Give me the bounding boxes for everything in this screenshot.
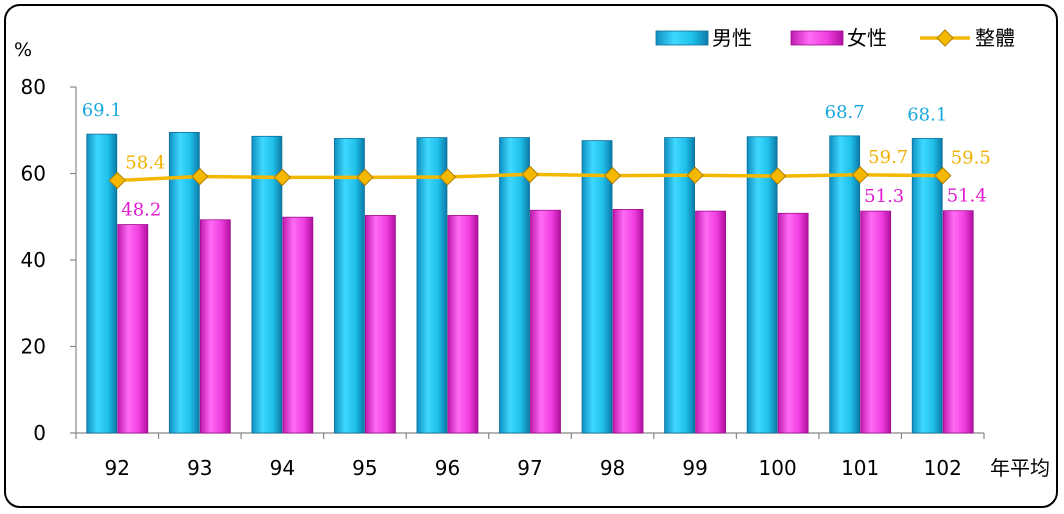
total-marker-95 (356, 168, 374, 187)
y-axis-unit: % (14, 39, 32, 61)
male-bar-100 (746, 136, 778, 434)
x-tick-label: 94 (270, 456, 295, 480)
data-label-整體-92: 58.4 (125, 152, 165, 173)
female-bar-94 (282, 216, 314, 434)
male-bar-94 (251, 135, 283, 434)
x-tick-label: 97 (517, 456, 542, 480)
legend-marker-整體 (936, 29, 954, 47)
male-bar-102 (911, 138, 943, 434)
male-bar-95 (334, 138, 365, 434)
male-bar-92 (86, 133, 118, 434)
x-axis-title: 年平均 (990, 456, 1050, 480)
x-tick-label: 98 (600, 456, 625, 480)
legend-label-整體: 整體 (975, 26, 1015, 50)
axes: 0 20 40 60 80% 92 93 94 95 96 97 98 99 100 101 102 年平均 (14, 39, 1050, 480)
legend: 男性 女性 整體 (655, 26, 1015, 50)
data-label-女性-101: 51.3 (864, 186, 904, 207)
bars (86, 132, 974, 434)
y-tick-label: 60 (21, 162, 46, 186)
female-bar-93 (199, 219, 231, 434)
female-bar-99 (695, 210, 726, 434)
y-tick-label: 20 (21, 335, 46, 359)
data-labels: 69.1 58.4 48.2 68.7 59.7 51.3 68.1 59.5 51.4 (82, 100, 991, 220)
total-marker-98 (603, 166, 622, 185)
y-tick-label: 0 (33, 421, 46, 445)
y-tick-label: 80 (21, 75, 46, 99)
total-marker-92 (108, 171, 126, 190)
data-label-男性-102: 68.1 (907, 104, 947, 125)
female-bar-96 (447, 215, 479, 434)
female-bar-100 (777, 212, 809, 434)
legend-label-男性: 男性 (712, 26, 752, 50)
total-marker-100 (768, 167, 787, 185)
female-bar-102 (942, 210, 974, 434)
x-tick-label: 99 (682, 456, 707, 480)
total-marker-101 (851, 166, 869, 184)
male-bar-97 (499, 137, 530, 434)
total-marker-97 (521, 165, 539, 184)
x-tick-label: 102 (924, 456, 962, 480)
data-label-男性-101: 68.7 (825, 102, 865, 123)
male-bar-101 (829, 135, 861, 434)
female-bar-92 (117, 224, 149, 434)
y-tick-label: 40 (21, 248, 46, 272)
line-series (108, 165, 952, 190)
x-tick-label: 93 (187, 456, 212, 480)
x-tick-label: 92 (105, 456, 130, 480)
data-label-女性-92: 48.2 (121, 200, 161, 221)
data-label-女性-102: 51.4 (947, 186, 987, 207)
female-bar-95 (365, 215, 396, 434)
data-label-男性-92: 69.1 (82, 100, 122, 121)
x-tick-label: 95 (352, 456, 377, 480)
total-marker-102 (934, 166, 952, 185)
data-label-整體-102: 59.5 (951, 148, 991, 169)
legend-swatch-男性 (655, 30, 709, 46)
female-bar-98 (612, 208, 644, 434)
male-bar-96 (416, 137, 448, 434)
male-bar-93 (168, 132, 200, 434)
total-marker-94 (273, 168, 292, 187)
total-marker-99 (686, 166, 704, 184)
male-bar-99 (664, 137, 695, 434)
total-marker-96 (438, 168, 457, 186)
legend-label-女性: 女性 (847, 26, 887, 50)
data-label-整體-101: 59.7 (868, 147, 908, 168)
female-bar-101 (860, 210, 892, 434)
total-marker-93 (191, 167, 209, 186)
male-bar-98 (581, 140, 613, 434)
legend-swatch-女性 (790, 30, 844, 46)
x-tick-label: 100 (759, 456, 797, 480)
female-bar-97 (530, 209, 561, 434)
x-tick-label: 101 (841, 456, 879, 480)
x-tick-label: 96 (435, 456, 460, 480)
